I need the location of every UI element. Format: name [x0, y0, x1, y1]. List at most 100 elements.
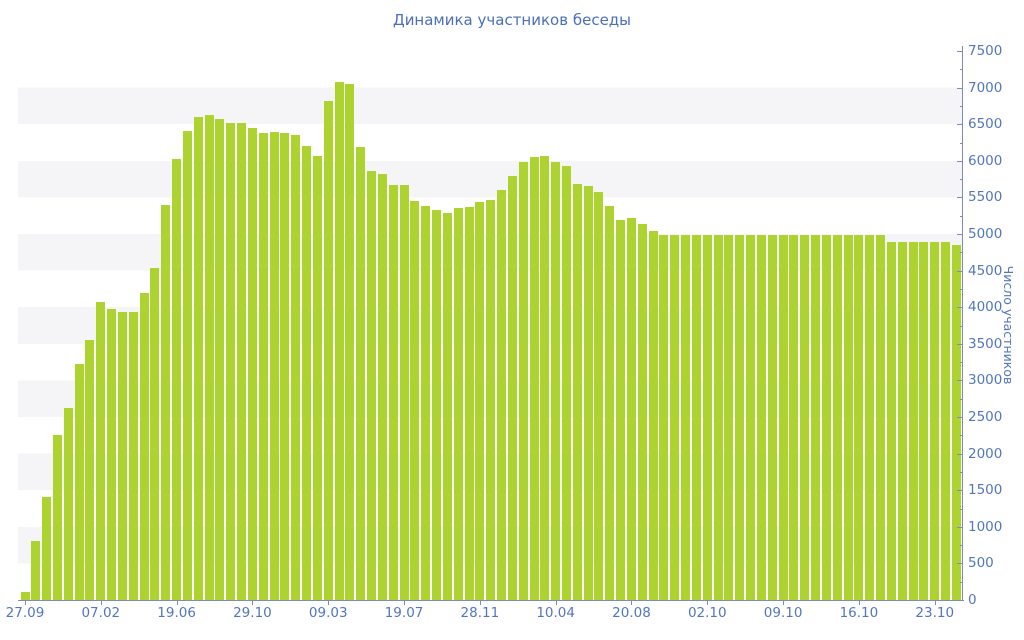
bar[interactable] [475, 201, 485, 600]
y-axis-tick [957, 490, 963, 492]
bar[interactable] [345, 83, 355, 600]
bar[interactable] [951, 244, 961, 600]
bar[interactable] [507, 176, 517, 600]
x-axis-tick-label: 23.10 [915, 605, 955, 621]
bar[interactable] [691, 234, 701, 600]
bar[interactable] [204, 115, 214, 600]
bar[interactable] [432, 209, 442, 600]
bar[interactable] [139, 292, 149, 600]
bar[interactable] [399, 184, 409, 600]
bar[interactable] [421, 206, 431, 600]
bar[interactable] [269, 132, 279, 600]
bar[interactable] [464, 206, 474, 600]
bar[interactable] [215, 119, 225, 600]
x-axis-tick-label: 28.11 [460, 605, 500, 621]
bar[interactable] [908, 242, 918, 600]
bar[interactable] [52, 435, 62, 600]
bar[interactable] [128, 311, 138, 600]
bar[interactable] [107, 308, 117, 600]
bar[interactable] [540, 156, 550, 600]
bar[interactable] [551, 162, 561, 600]
bar[interactable] [31, 540, 41, 600]
bar[interactable] [605, 206, 615, 600]
bar[interactable] [897, 242, 907, 600]
bar[interactable] [367, 171, 377, 600]
bar[interactable] [854, 235, 864, 600]
y-axis-tick [957, 87, 963, 89]
bar[interactable] [182, 130, 192, 600]
bar[interactable] [377, 173, 387, 600]
bar[interactable] [518, 162, 528, 600]
bar[interactable] [767, 234, 777, 600]
y-axis-minor-tick [960, 471, 963, 473]
bar[interactable] [876, 235, 886, 600]
bar[interactable] [811, 234, 821, 600]
bar[interactable] [410, 201, 420, 600]
bar[interactable] [594, 192, 604, 600]
bar[interactable] [659, 234, 669, 600]
bar[interactable] [453, 207, 463, 600]
bar[interactable] [919, 242, 929, 600]
bar[interactable] [865, 235, 875, 600]
x-axis-tick-label: 19.07 [384, 605, 424, 621]
bar[interactable] [117, 311, 127, 600]
bar[interactable] [323, 100, 333, 600]
x-axis-tick [404, 601, 406, 605]
bar[interactable] [247, 127, 257, 600]
bar[interactable] [442, 212, 452, 600]
bar[interactable] [161, 205, 171, 600]
y-axis-tick-label: 2500 [968, 409, 1003, 425]
bar[interactable] [312, 155, 322, 600]
bar[interactable] [193, 116, 203, 600]
bar[interactable] [96, 302, 106, 600]
bar[interactable] [74, 363, 84, 600]
y-axis-tick [957, 270, 963, 272]
bar[interactable] [302, 146, 312, 600]
bar[interactable] [746, 234, 756, 600]
bar[interactable] [941, 242, 951, 600]
bar[interactable] [150, 268, 160, 600]
bar[interactable] [258, 132, 268, 600]
bar[interactable] [702, 234, 712, 600]
bar[interactable] [637, 224, 647, 600]
bar[interactable] [724, 234, 734, 600]
bar[interactable] [616, 220, 626, 600]
bar[interactable] [626, 217, 636, 600]
bar[interactable] [486, 199, 496, 600]
bar[interactable] [280, 132, 290, 600]
y-axis-tick [957, 234, 963, 235]
bar[interactable] [756, 234, 766, 600]
bar[interactable] [681, 234, 691, 600]
bar[interactable] [670, 234, 680, 600]
bar[interactable] [648, 231, 658, 600]
bar[interactable] [832, 235, 842, 600]
bar[interactable] [291, 135, 301, 600]
bar[interactable] [789, 234, 799, 600]
bar[interactable] [843, 235, 853, 600]
bar[interactable] [497, 190, 507, 600]
bar[interactable] [562, 165, 571, 600]
bar[interactable] [886, 242, 896, 600]
bar[interactable] [583, 185, 593, 600]
bar[interactable] [42, 496, 52, 600]
bar[interactable] [237, 122, 247, 600]
bar[interactable] [572, 184, 582, 600]
bar[interactable] [172, 158, 182, 600]
bar[interactable] [778, 234, 788, 600]
bar[interactable] [735, 234, 745, 600]
x-axis-tick [252, 601, 254, 605]
bar[interactable] [356, 146, 366, 600]
bar[interactable] [821, 234, 831, 600]
bar[interactable] [800, 234, 810, 600]
bar[interactable] [529, 157, 539, 600]
bar[interactable] [226, 122, 236, 600]
bar[interactable] [930, 242, 940, 600]
bar[interactable] [20, 591, 30, 600]
y-axis-minor-tick [960, 545, 963, 547]
bar[interactable] [334, 82, 344, 600]
bar[interactable] [63, 408, 73, 600]
bar[interactable] [388, 184, 398, 600]
bar[interactable] [85, 340, 95, 600]
bar[interactable] [713, 234, 723, 600]
